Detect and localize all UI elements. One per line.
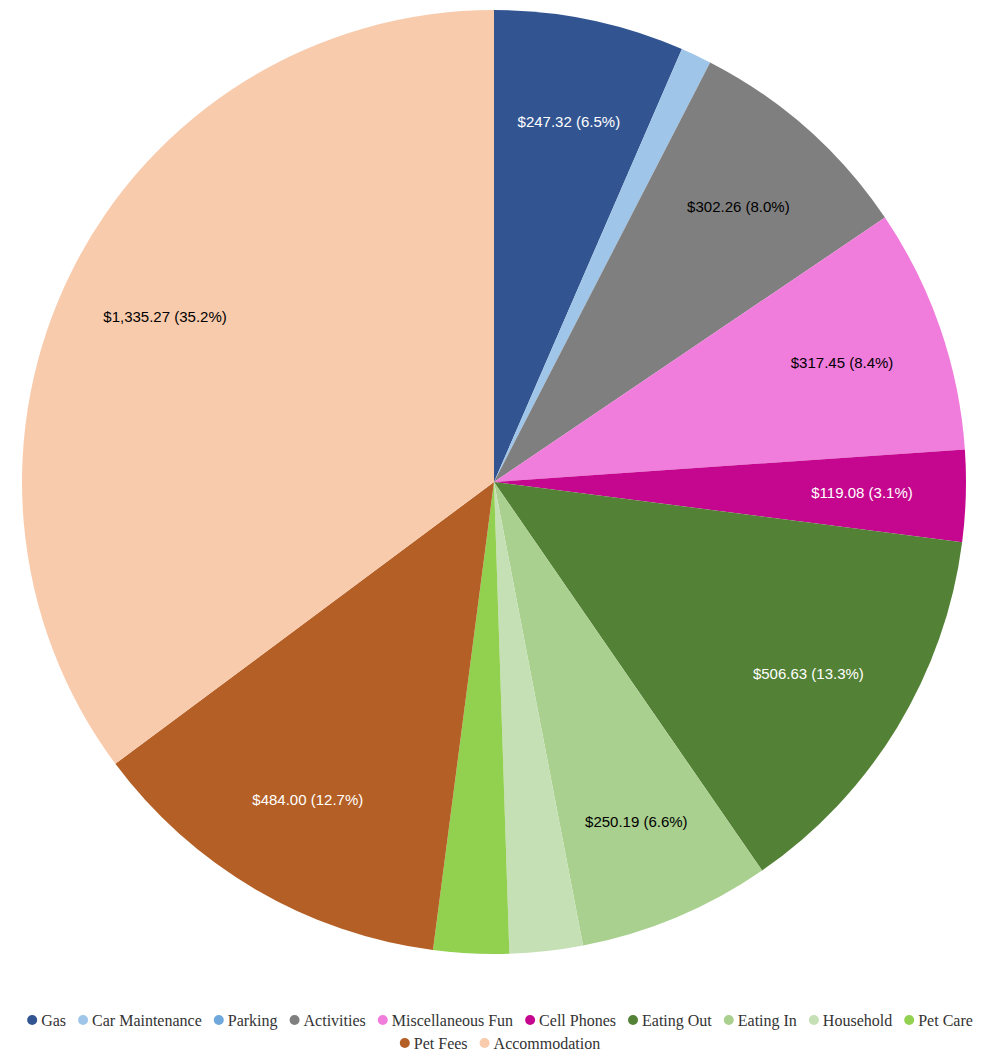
legend-item: Accommodation	[480, 1035, 601, 1052]
pie	[22, 10, 966, 954]
legend-marker	[724, 1015, 734, 1025]
legend-item: Cell Phones	[525, 1012, 616, 1029]
legend-item: Gas	[27, 1012, 66, 1029]
data-label: $506.63 (13.3%)	[753, 665, 864, 682]
legend-item: Car Maintenance	[78, 1012, 202, 1029]
data-label: $1,335.27 (35.2%)	[103, 308, 226, 325]
data-label: $250.19 (6.6%)	[585, 813, 688, 830]
data-label: $317.45 (8.4%)	[791, 354, 894, 371]
legend-marker	[290, 1015, 300, 1025]
slice	[22, 10, 494, 764]
data-labels: $247.32 (6.5%) $302.26 (8.0%) $317.45 (8.4…	[103, 113, 912, 830]
legend-marker	[214, 1015, 224, 1025]
legend-marker	[378, 1015, 388, 1025]
legend-label: Eating Out	[642, 1012, 712, 1030]
legend-marker	[400, 1038, 410, 1048]
data-label: $119.08 (3.1%)	[811, 484, 912, 501]
slice	[494, 482, 583, 954]
legend-item: Pet Fees	[400, 1035, 468, 1052]
legend-item: Pet Care	[904, 1012, 973, 1029]
legend-label: Household	[823, 1012, 892, 1029]
legend-label: Pet Fees	[414, 1035, 468, 1052]
data-label: $302.26 (8.0%)	[687, 198, 790, 215]
legend-item: Eating In	[724, 1012, 797, 1030]
legend-label: Miscellaneous Fun	[392, 1012, 513, 1029]
data-label: $484.00 (12.7%)	[252, 791, 363, 808]
legend-label: Car Maintenance	[92, 1012, 202, 1029]
legend-label: Eating In	[738, 1012, 797, 1030]
legend-item: Activities	[290, 1012, 366, 1029]
legend: Gas Car Maintenance Parking Activities Misce…	[27, 1012, 973, 1052]
legend-label: Activities	[304, 1012, 366, 1029]
legend-marker	[628, 1015, 638, 1025]
legend-item: Household	[809, 1012, 892, 1029]
legend-label: Cell Phones	[539, 1012, 616, 1029]
data-label: $247.32 (6.5%)	[518, 113, 621, 130]
legend-marker	[809, 1015, 819, 1025]
legend-marker	[525, 1015, 535, 1025]
legend-item: Eating Out	[628, 1012, 712, 1030]
chart: $247.32 (6.5%) $302.26 (8.0%) $317.45 (8.4…	[0, 0, 1000, 1064]
legend-label: Gas	[41, 1012, 66, 1029]
legend-marker	[27, 1015, 37, 1025]
slice	[494, 218, 965, 482]
legend-item: Parking	[214, 1012, 278, 1030]
legend-item: Miscellaneous Fun	[378, 1012, 513, 1029]
legend-label: Accommodation	[494, 1035, 601, 1052]
legend-marker	[480, 1038, 490, 1048]
legend-label: Pet Care	[918, 1012, 973, 1029]
legend-marker	[904, 1015, 914, 1025]
legend-label: Parking	[228, 1012, 278, 1030]
legend-marker	[78, 1015, 88, 1025]
